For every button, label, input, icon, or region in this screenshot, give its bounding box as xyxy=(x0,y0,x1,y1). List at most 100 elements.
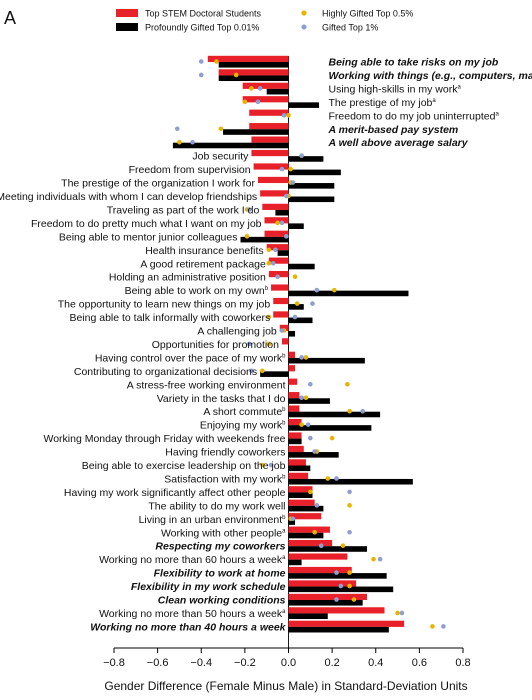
x-tick-label: −0.8 xyxy=(103,657,125,669)
dot-gifted-1 xyxy=(377,556,383,562)
x-axis-title: Gender Difference (Female Minus Male) in… xyxy=(104,679,467,693)
bar-profound xyxy=(288,492,313,498)
category-label: Working no more than 40 hours a week xyxy=(90,621,286,633)
category-label: Working Monday through Friday with weeke… xyxy=(43,433,285,445)
category-label: Being able to mentor junior colleagues xyxy=(59,231,238,243)
category-row: The opportunity to learn new things on m… xyxy=(58,297,315,311)
legend-label-profound: Profoundly Gifted Top 0.01% xyxy=(145,23,259,33)
bar-stem xyxy=(288,566,352,574)
legend-swatch-gifted05 xyxy=(301,10,307,16)
category-label: Using high-skills in my worka xyxy=(329,83,462,95)
footnote-marker: a xyxy=(282,555,286,561)
bar-stem xyxy=(288,432,302,439)
dot-gifted-1 xyxy=(292,314,298,320)
dot-gifted-1 xyxy=(273,247,278,253)
category-label: A well above average salary xyxy=(328,137,469,149)
dot-gifted-1 xyxy=(174,126,180,132)
category-row: A well above average salary xyxy=(172,136,469,149)
category-label: The prestige of my joba xyxy=(329,97,437,109)
bar-profound xyxy=(266,88,289,95)
dot-gifted-05 xyxy=(292,274,298,280)
category-label: Enjoying my workb xyxy=(200,420,286,432)
category-row: Variety in the tasks that I do xyxy=(157,392,330,405)
bar-profound xyxy=(288,546,368,552)
bar-profound xyxy=(288,613,328,620)
category-label: The opportunity to learn new things on m… xyxy=(58,299,271,311)
footnote-marker: b xyxy=(282,474,286,480)
category-label: Freedom from supervision xyxy=(129,164,251,176)
legend-label-stem: Top STEM Doctoral Students xyxy=(145,9,262,19)
dot-gifted-1 xyxy=(314,503,320,508)
dot-gifted-05 xyxy=(260,368,265,374)
legend-swatch-stem xyxy=(116,9,138,17)
bar-profound xyxy=(288,425,372,431)
x-tick-label: −0.2 xyxy=(234,657,256,669)
dot-gifted-05 xyxy=(325,476,331,481)
bar-stem xyxy=(242,82,289,89)
bar-stem xyxy=(288,405,300,412)
category-label: Contributing to organizational decisions xyxy=(74,366,257,378)
footnote-marker: b xyxy=(282,421,286,427)
category-label: The prestige of the organization I work … xyxy=(61,178,255,190)
legend-swatch-profound xyxy=(116,23,138,31)
dot-gifted-05 xyxy=(218,126,224,132)
bar-stem xyxy=(288,486,313,493)
category-row: Opportunities for promotion xyxy=(152,338,289,351)
dot-gifted-1 xyxy=(279,220,285,226)
dot-gifted-1 xyxy=(299,153,304,158)
bar-profound xyxy=(288,478,413,485)
bar-profound xyxy=(288,304,304,310)
category-row: Being able to talk informally with cowor… xyxy=(69,311,313,324)
dot-gifted-05 xyxy=(299,422,304,427)
dot-gifted-1 xyxy=(279,166,285,172)
bar-stem xyxy=(288,418,302,426)
category-row: Freedom to do my job uninterrupteda xyxy=(249,109,500,122)
category-label: A stress-free working environment xyxy=(127,379,286,391)
bar-profound xyxy=(218,75,289,82)
category-row: Working no more than 40 hours a week xyxy=(90,620,446,633)
bar-profound xyxy=(172,142,289,149)
bar-profound xyxy=(288,600,363,606)
dot-gifted-05 xyxy=(288,166,293,172)
category-row: Living in an urban environmentb xyxy=(139,513,322,526)
category-label: Working with other peoplea xyxy=(161,527,286,539)
bar-profound xyxy=(288,452,339,458)
bar-profound xyxy=(260,371,289,377)
category-label: Opportunities for promotion xyxy=(152,339,279,351)
bar-stem xyxy=(288,459,306,466)
bar-stem xyxy=(242,96,289,103)
dot-gifted-05 xyxy=(430,624,435,629)
dot-gifted-1 xyxy=(334,570,339,575)
bar-profound xyxy=(288,519,296,525)
category-label: Freedom to do my job uninterrupteda xyxy=(329,110,500,122)
dot-gifted-05 xyxy=(286,113,291,118)
bar-stem xyxy=(253,163,289,170)
bar-profound xyxy=(288,183,335,189)
category-label: Being able to exercise leadership on the… xyxy=(82,460,286,472)
bar-profound xyxy=(288,169,341,176)
category-label: Working with things (e.g., computers, ma… xyxy=(329,70,532,82)
x-tick-label: −0.4 xyxy=(190,657,212,669)
category-label: Working no more than 50 hours a weeka xyxy=(99,608,286,620)
category-row: Working no more than 50 hours a weeka xyxy=(99,607,405,620)
bar-profound xyxy=(288,559,302,566)
dot-gifted-05 xyxy=(266,314,272,320)
dot-gifted-1 xyxy=(308,382,313,387)
bar-stem xyxy=(288,620,405,627)
bar-stem xyxy=(249,109,289,116)
bar-stem xyxy=(251,136,289,143)
footnote-marker: b xyxy=(265,286,269,292)
bar-stem xyxy=(288,392,300,399)
category-row: Enjoying my workb xyxy=(200,418,372,432)
dot-gifted-1 xyxy=(249,368,254,374)
bar-stem xyxy=(281,338,289,345)
bar-profound xyxy=(275,209,289,216)
category-row: Holding an administrative position xyxy=(109,271,298,284)
dot-gifted-1 xyxy=(308,435,313,441)
bar-stem xyxy=(288,553,348,560)
bar-stem xyxy=(260,190,289,197)
category-row: A short commuteb xyxy=(203,405,381,418)
category-row: Flexibility to work at home xyxy=(154,566,387,580)
dot-gifted-05 xyxy=(347,408,352,414)
category-label: Respecting my coworkers xyxy=(155,541,285,553)
